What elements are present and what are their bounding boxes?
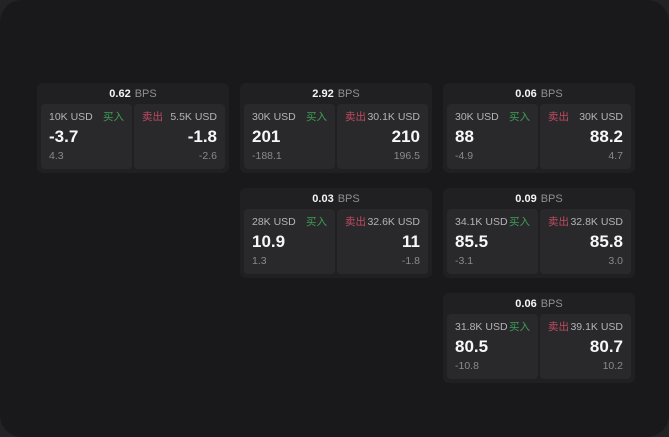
bps-header: 2.92 BPS: [240, 83, 432, 104]
sell-pane[interactable]: 卖出 30K USD 88.2 4.7: [540, 104, 631, 169]
buy-amount: 34.1K USD: [455, 216, 508, 228]
buy-main-value: 10.9: [252, 232, 286, 251]
bps-value: 0.62: [109, 87, 131, 100]
buy-side-label: 买入: [306, 111, 327, 123]
bps-value: 0.06: [515, 87, 537, 100]
spread-card-grid: 0.62 BPS 10K USD 买入 -3.7 4.3 卖出 5.5K USD: [37, 83, 635, 383]
bps-header: 0.06 BPS: [443, 83, 635, 104]
sell-side-label: 卖出: [142, 111, 163, 123]
buy-main-value: -3.7: [49, 127, 79, 146]
sell-sub-value: 3.0: [608, 255, 623, 267]
sell-sub-value: 4.7: [608, 150, 623, 162]
spread-card: 0.09 BPS 34.1K USD 买入 85.5 -3.1 卖出 32.8K…: [443, 188, 635, 278]
bps-header: 0.09 BPS: [443, 188, 635, 209]
buy-pane[interactable]: 10K USD 买入 -3.7 4.3: [41, 104, 132, 169]
bps-header: 0.62 BPS: [37, 83, 229, 104]
buy-amount: 30K USD: [252, 111, 296, 123]
sell-main-value: 85.8: [589, 232, 623, 251]
buy-sub-value: -188.1: [252, 150, 282, 162]
buy-side-label: 买入: [306, 216, 327, 228]
bps-value: 2.92: [312, 87, 334, 100]
buy-sub-value: 1.3: [252, 255, 267, 267]
sell-side-label: 卖出: [548, 216, 569, 228]
sell-main-value: 80.7: [589, 337, 623, 356]
sell-pane[interactable]: 卖出 30.1K USD 210 196.5: [337, 104, 428, 169]
sell-main-value: 11: [402, 232, 420, 251]
sell-sub-value: 10.2: [602, 360, 623, 372]
bps-unit-label: BPS: [337, 87, 360, 100]
buy-amount: 30K USD: [455, 111, 499, 123]
buy-pane[interactable]: 31.8K USD 买入 80.5 -10.8: [447, 314, 538, 379]
buy-side-label: 买入: [103, 111, 124, 123]
sell-pane[interactable]: 卖出 32.8K USD 85.8 3.0: [540, 209, 631, 274]
buy-side-label: 买入: [509, 321, 530, 333]
bps-unit-label: BPS: [134, 87, 157, 100]
sell-sub-value: -2.6: [198, 150, 217, 162]
sell-main-value: -1.8: [187, 127, 217, 146]
buy-main-value: 201: [252, 127, 281, 146]
buy-main-value: 88: [455, 127, 474, 146]
spread-card: 0.62 BPS 10K USD 买入 -3.7 4.3 卖出 5.5K USD: [37, 83, 229, 173]
buy-sub-value: -3.1: [455, 255, 474, 267]
buy-side-label: 买入: [509, 216, 530, 228]
buy-amount: 31.8K USD: [455, 321, 508, 333]
bps-header: 0.03 BPS: [240, 188, 432, 209]
buy-sub-value: 4.3: [49, 150, 64, 162]
spread-card: 0.06 BPS 30K USD 买入 88 -4.9 卖出 30K USD: [443, 83, 635, 173]
sell-amount: 5.5K USD: [170, 111, 217, 123]
sell-main-value: 88.2: [589, 127, 623, 146]
sell-side-label: 卖出: [345, 216, 366, 228]
sell-amount: 30K USD: [579, 111, 623, 123]
sell-side-label: 卖出: [548, 321, 569, 333]
sell-amount: 39.1K USD: [570, 321, 623, 333]
buy-amount: 28K USD: [252, 216, 296, 228]
sell-sub-value: 196.5: [393, 150, 420, 162]
buy-sub-value: -4.9: [455, 150, 474, 162]
bps-unit-label: BPS: [540, 87, 563, 100]
bps-value: 0.03: [312, 192, 334, 205]
buy-side-label: 买入: [509, 111, 530, 123]
bps-header: 0.06 BPS: [443, 293, 635, 314]
spread-card: 0.03 BPS 28K USD 买入 10.9 1.3 卖出 32.6K US…: [240, 188, 432, 278]
sell-amount: 30.1K USD: [367, 111, 420, 123]
buy-amount: 10K USD: [49, 111, 93, 123]
bps-unit-label: BPS: [540, 192, 563, 205]
buy-sub-value: -10.8: [455, 360, 479, 372]
buy-main-value: 85.5: [455, 232, 489, 251]
bps-unit-label: BPS: [540, 297, 563, 310]
sell-side-label: 卖出: [345, 111, 366, 123]
spread-card: 2.92 BPS 30K USD 买入 201 -188.1 卖出 30.1K …: [240, 83, 432, 173]
sell-amount: 32.8K USD: [570, 216, 623, 228]
bps-unit-label: BPS: [337, 192, 360, 205]
sell-pane[interactable]: 卖出 39.1K USD 80.7 10.2: [540, 314, 631, 379]
buy-pane[interactable]: 34.1K USD 买入 85.5 -3.1: [447, 209, 538, 274]
sell-side-label: 卖出: [548, 111, 569, 123]
sell-sub-value: -1.8: [401, 255, 420, 267]
bps-value: 0.06: [515, 297, 537, 310]
sell-pane[interactable]: 卖出 5.5K USD -1.8 -2.6: [134, 104, 225, 169]
buy-pane[interactable]: 28K USD 买入 10.9 1.3: [244, 209, 335, 274]
sell-amount: 32.6K USD: [367, 216, 420, 228]
buy-pane[interactable]: 30K USD 买入 201 -188.1: [244, 104, 335, 169]
sell-main-value: 210: [391, 127, 420, 146]
bps-value: 0.09: [515, 192, 537, 205]
buy-pane[interactable]: 30K USD 买入 88 -4.9: [447, 104, 538, 169]
buy-main-value: 80.5: [455, 337, 489, 356]
spread-card: 0.06 BPS 31.8K USD 买入 80.5 -10.8 卖出 39.1…: [443, 293, 635, 383]
sell-pane[interactable]: 卖出 32.6K USD 11 -1.8: [337, 209, 428, 274]
